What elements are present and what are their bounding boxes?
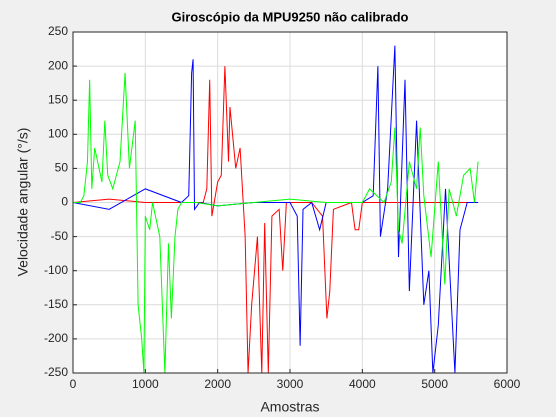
x-axis-label: Amostras xyxy=(260,399,319,415)
y-tick-label: 250 xyxy=(48,24,68,38)
x-tick-label: 4000 xyxy=(349,377,376,391)
x-tick-label: 1000 xyxy=(132,377,159,391)
y-tick-label: -150 xyxy=(44,297,68,311)
y-tick-label: -50 xyxy=(51,229,69,243)
y-tick-label: -200 xyxy=(44,331,68,345)
plot-lines xyxy=(73,45,479,373)
y-tick-label: -250 xyxy=(44,365,68,379)
x-tick-label: 5000 xyxy=(421,377,448,391)
data-line xyxy=(73,66,479,373)
x-tick-label: 6000 xyxy=(494,377,521,391)
x-tick-label: 2000 xyxy=(204,377,231,391)
y-axis-label: Velocidade angular (°/s) xyxy=(15,128,31,277)
y-tick-label: 150 xyxy=(48,92,68,106)
y-tick-label: 200 xyxy=(48,58,68,72)
y-tick-label: 100 xyxy=(48,126,68,140)
axes-box xyxy=(72,31,508,374)
data-line xyxy=(73,72,479,373)
chart-title: Giroscópio da MPU9250 não calibrado xyxy=(172,9,409,24)
y-tick-label: 0 xyxy=(61,195,68,209)
y-tick-label: -100 xyxy=(44,263,68,277)
y-tick-label: 50 xyxy=(55,161,69,175)
x-tick-label: 3000 xyxy=(277,377,304,391)
x-tick-label: 0 xyxy=(70,377,77,391)
